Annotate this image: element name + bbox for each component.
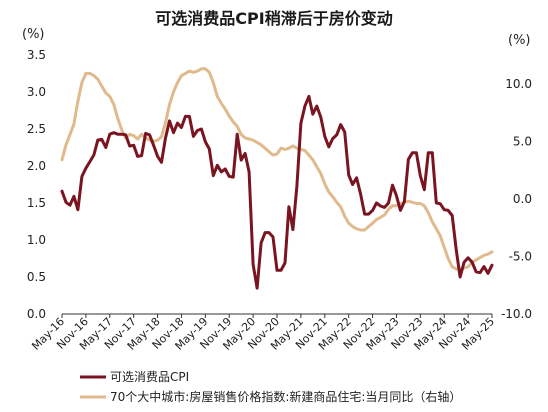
left-tick-label: 1.5 — [27, 196, 46, 210]
series-line-cpi — [60, 94, 494, 290]
legend-label-cpi: 可选消费品CPI — [110, 370, 189, 384]
right-tick-label: -10.0 — [501, 307, 532, 321]
legend: 可选消费品CPI 70个大中城市:房屋销售价格指数:新建商品住宅:当月同比（右轴… — [80, 370, 461, 404]
right-axis-ticks: -10.0 -5.0 0.0 5.0 10.0 — [501, 77, 532, 321]
left-tick-label: 3.0 — [27, 85, 46, 99]
left-tick-label: 3.5 — [27, 48, 46, 62]
right-tick-label: 0.0 — [513, 192, 532, 206]
right-tick-label: 5.0 — [513, 134, 532, 148]
left-tick-label: 0.0 — [27, 307, 46, 321]
left-tick-label: 0.5 — [27, 270, 46, 284]
right-axis-unit: (%) — [508, 33, 531, 48]
left-tick-label: 2.0 — [27, 159, 46, 173]
series-line-house-price — [60, 67, 494, 271]
right-tick-label: 10.0 — [505, 77, 532, 91]
legend-label-house: 70个大中城市:房屋销售价格指数:新建商品住宅:当月同比（右轴） — [110, 389, 461, 404]
left-tick-label: 1.0 — [27, 233, 46, 247]
left-tick-label: 2.5 — [27, 122, 46, 136]
left-axis-ticks: 0.0 0.5 1.0 1.5 2.0 2.5 3.0 3.5 — [27, 48, 46, 321]
chart-title: 可选消费品CPI稍滞后于房价变动 — [155, 9, 392, 28]
left-axis-unit: (%) — [22, 27, 45, 42]
right-tick-label: -5.0 — [509, 249, 532, 263]
series-layer — [60, 67, 494, 290]
x-axis: May-16Nov-16May-17Nov-17May-18Nov-18May-… — [29, 313, 497, 353]
